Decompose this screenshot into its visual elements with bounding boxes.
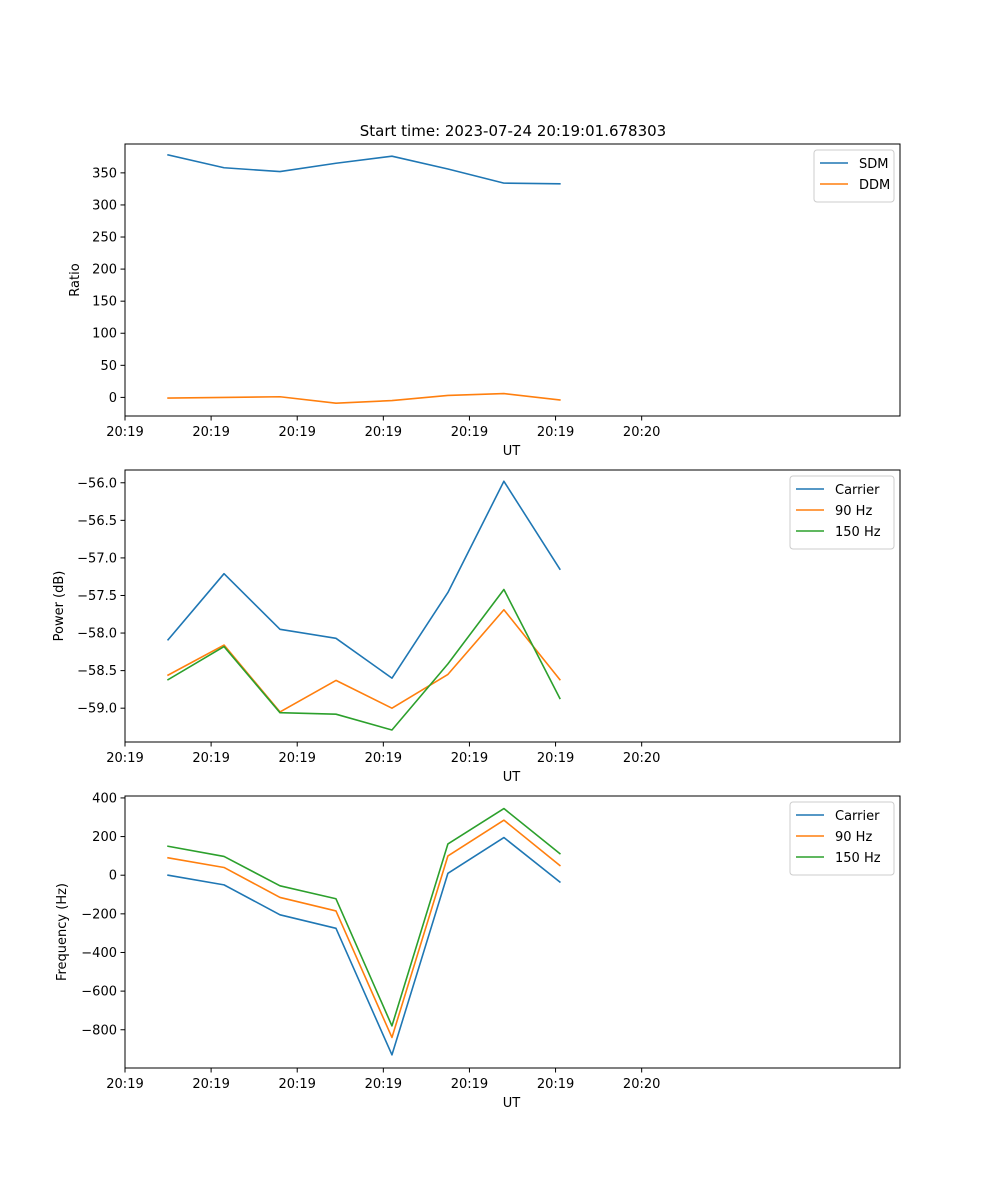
- power-legend-label: 150 Hz: [835, 525, 881, 540]
- ratio-legend-label: DDM: [859, 178, 890, 193]
- ratio-x-tick-label: 20:20: [623, 425, 660, 440]
- frequency-y-tick-label: −400: [81, 946, 117, 961]
- frequency-panel: 20:19 20:19 20:19 20:19 20:19 20:19 20:20 −800 −…: [55, 791, 901, 1111]
- ratio-x-tick-label: 20:19: [537, 425, 574, 440]
- power-x-axis-label: UT: [503, 770, 521, 785]
- power-x-tick-label: 20:19: [365, 751, 402, 766]
- frequency-y-tick-label: 400: [92, 791, 117, 806]
- power-legend: Carrier 90 Hz 150 Hz: [789, 475, 895, 550]
- ratio-x-tick-label: 20:19: [192, 425, 229, 440]
- ratio-x-tick-label: 20:19: [451, 425, 488, 440]
- frequency-x-tick-label: 20:19: [537, 1077, 574, 1092]
- power-series-90-hz-line: [166, 608, 561, 713]
- frequency-y-axis-label: Frequency (Hz): [55, 883, 70, 981]
- power-y-tick-label: −56.5: [77, 514, 117, 529]
- ratio-y-tick-label: 350: [92, 166, 117, 181]
- power-y-tick-label: −57.5: [77, 589, 117, 604]
- frequency-legend: Carrier 90 Hz 150 Hz: [789, 801, 895, 876]
- frequency-x-tick-label: 20:20: [623, 1077, 660, 1092]
- ratio-series-ddm-line: [167, 392, 561, 404]
- ratio-axes-frame: [124, 143, 901, 417]
- ratio-y-tick-label: 0: [109, 391, 117, 406]
- ratio-x-tick-label: 20:19: [278, 425, 315, 440]
- ratio-legend: SDM DDM: [813, 149, 895, 203]
- frequency-legend-label: Carrier: [835, 809, 880, 824]
- frequency-axes-frame: [124, 795, 901, 1069]
- frequency-legend-label: 150 Hz: [835, 851, 881, 866]
- power-y-axis-label: Power (dB): [52, 571, 67, 642]
- frequency-series-150-hz-line: [167, 807, 561, 1027]
- power-x-tick-label: 20:19: [278, 751, 315, 766]
- figure-title: Start time: 2023-07-24 20:19:01.678303: [360, 122, 666, 140]
- ratio-y-tick-label: 150: [92, 295, 117, 310]
- ratio-y-tick-label: 200: [92, 263, 117, 278]
- power-x-tick-label: 20:19: [451, 751, 488, 766]
- power-series-carrier-line: [166, 480, 561, 679]
- frequency-y-tick-label: −600: [81, 985, 117, 1000]
- ratio-y-tick-label: 300: [92, 198, 117, 213]
- power-y-tick-label: −58.0: [77, 627, 117, 642]
- power-y-tick-label: −56.0: [77, 476, 117, 491]
- power-y-tick-label: −59.0: [77, 702, 117, 717]
- ratio-x-tick-label: 20:19: [365, 425, 402, 440]
- ratio-panel: 20:19 20:19 20:19 20:19 20:19 20:19 20:20 0 50 10…: [68, 143, 901, 459]
- frequency-x-tick-label: 20:19: [192, 1077, 229, 1092]
- ratio-y-tick-label: 250: [92, 231, 117, 246]
- power-panel: 20:19 20:19 20:19 20:19 20:19 20:19 20:20 −59.0…: [52, 469, 901, 785]
- power-x-tick-label: 20:19: [192, 751, 229, 766]
- power-legend-label: Carrier: [835, 483, 880, 498]
- ratio-legend-label: SDM: [859, 157, 888, 172]
- power-x-tick-label: 20:19: [537, 751, 574, 766]
- frequency-x-tick-label: 20:19: [106, 1077, 143, 1092]
- ratio-y-tick-label: 100: [92, 327, 117, 342]
- ratio-x-tick-label: 20:19: [106, 425, 143, 440]
- ratio-y-tick-label: 50: [100, 359, 117, 374]
- power-series-150-hz-line: [166, 588, 561, 731]
- ratio-y-axis-label: Ratio: [68, 263, 83, 296]
- power-axes-frame: [124, 469, 901, 743]
- power-x-tick-label: 20:20: [623, 751, 660, 766]
- ratio-x-axis-label: UT: [503, 444, 521, 459]
- ratio-series-sdm-line: [167, 153, 561, 185]
- power-x-tick-label: 20:19: [106, 751, 143, 766]
- power-y-tick-label: −58.5: [77, 664, 117, 679]
- frequency-x-axis-label: UT: [503, 1096, 521, 1111]
- frequency-x-tick-label: 20:19: [278, 1077, 315, 1092]
- power-y-tick-label: −57.0: [77, 551, 117, 566]
- frequency-y-tick-label: 200: [92, 830, 117, 845]
- frequency-x-tick-label: 20:19: [365, 1077, 402, 1092]
- frequency-y-tick-label: −200: [81, 907, 117, 922]
- frequency-x-tick-label: 20:19: [451, 1077, 488, 1092]
- frequency-y-tick-label: 0: [109, 869, 117, 884]
- frequency-series-carrier-line: [167, 836, 561, 1056]
- frequency-y-tick-label: −800: [81, 1023, 117, 1038]
- frequency-series-90-hz-line: [167, 819, 561, 1039]
- power-legend-label: 90 Hz: [835, 504, 872, 519]
- frequency-legend-label: 90 Hz: [835, 830, 872, 845]
